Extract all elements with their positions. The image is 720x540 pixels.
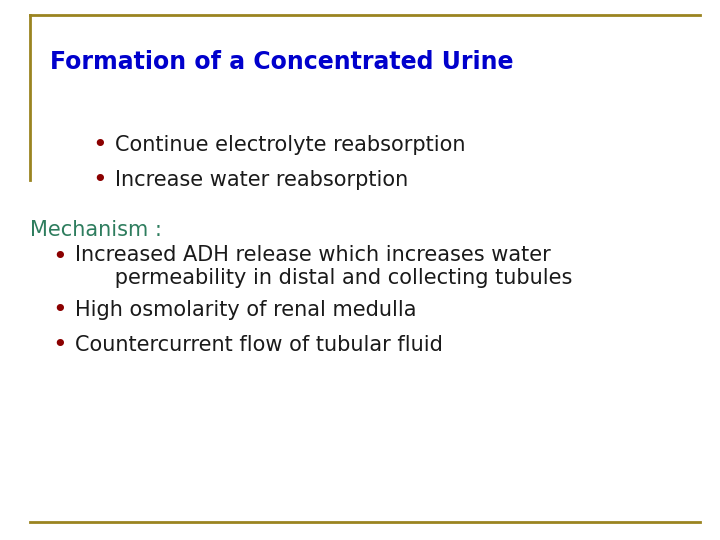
Text: Continue electrolyte reabsorption: Continue electrolyte reabsorption [115,135,466,155]
Text: Mechanism :: Mechanism : [30,220,162,240]
Text: permeability in distal and collecting tubules: permeability in distal and collecting tu… [75,268,572,288]
Text: Countercurrent flow of tubular fluid: Countercurrent flow of tubular fluid [75,335,443,355]
Text: Formation of a Concentrated Urine: Formation of a Concentrated Urine [50,50,513,74]
Text: •: • [93,133,107,157]
Text: High osmolarity of renal medulla: High osmolarity of renal medulla [75,300,416,320]
Text: Increased ADH release which increases water: Increased ADH release which increases wa… [75,245,551,265]
Text: •: • [53,298,68,322]
Text: Increase water reabsorption: Increase water reabsorption [115,170,408,190]
Text: •: • [93,168,107,192]
Text: •: • [53,333,68,357]
Text: •: • [53,245,68,269]
